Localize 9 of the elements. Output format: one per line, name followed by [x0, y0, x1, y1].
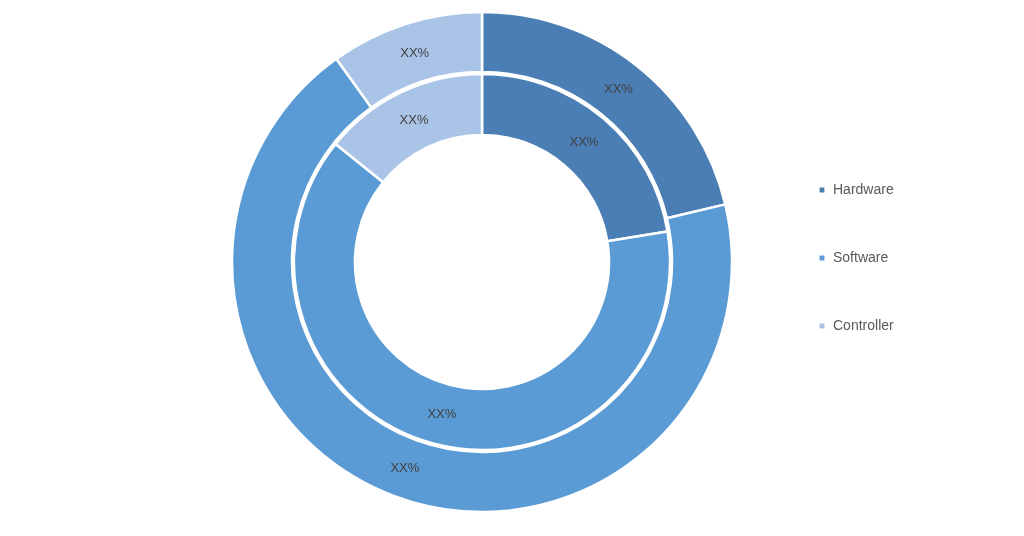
data-label: XX%: [390, 460, 420, 476]
data-label: XX%: [427, 406, 457, 422]
legend-label: Hardware: [833, 181, 894, 197]
data-label: XX%: [400, 44, 430, 60]
data-label: XX%: [569, 133, 599, 149]
data-label: XX%: [604, 81, 634, 97]
data-label: XX%: [399, 111, 429, 127]
legend-label: Software: [833, 249, 889, 265]
legend-label: Controller: [833, 317, 895, 333]
